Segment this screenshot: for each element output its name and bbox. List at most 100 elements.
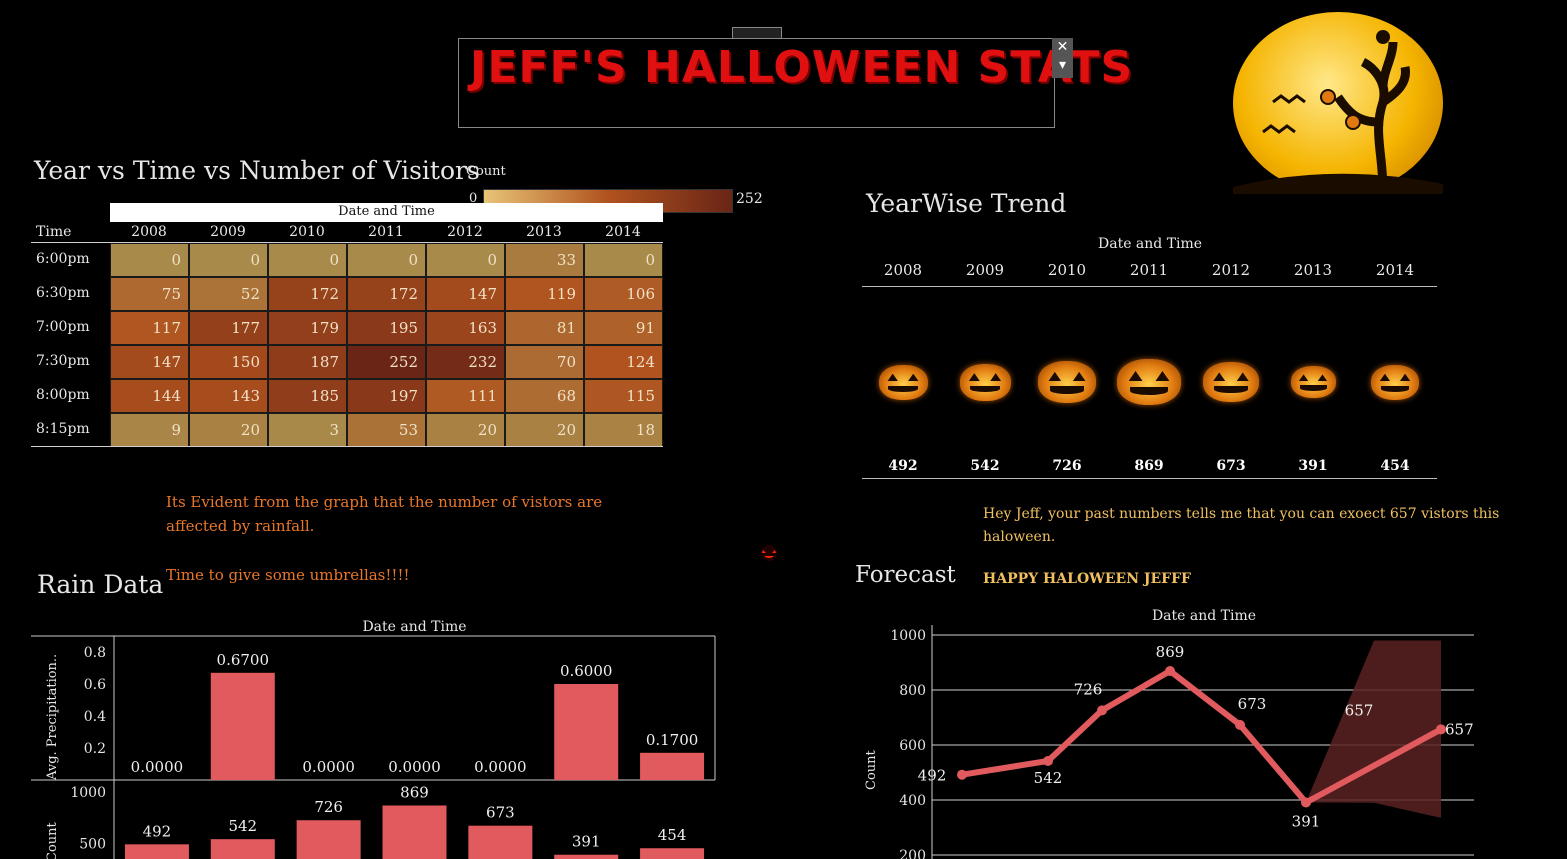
count-bar[interactable] [640,848,705,859]
line-point[interactable] [1097,705,1107,716]
rain-insight-note: Its Evident from the graph that the numb… [166,490,602,538]
heatmap-cell: 144 [110,379,189,413]
haunted-tree-icon [1233,30,1443,194]
pumpkin-icon [878,364,928,400]
heatmap-cell: 52 [189,277,268,311]
count-value-label: 492 [143,822,172,840]
count-bar[interactable] [554,854,619,859]
heatmap-cell: 143 [189,379,268,413]
heatmap-cell: 53 [347,413,426,447]
heatmap-cell: 185 [268,379,347,413]
heatmap-divider [31,446,663,447]
yearwise-value-label: 492 [888,458,918,474]
pumpkin-eye [1155,370,1170,382]
greeting-text: HAPPY HALOWEEN JEFFF [983,571,1191,587]
heatmap-cell: 9 [110,413,189,447]
heatmap-cell: 147 [426,277,505,311]
count-value-label: 391 [572,833,601,851]
pumpkin-eye [887,373,899,382]
precip-value-label: 0.0000 [388,758,441,776]
title-frame [458,38,1055,128]
line-point[interactable] [957,769,967,780]
heatmap-cell: 20 [189,413,268,447]
y-tick-label: 0.6 [84,677,106,693]
heatmap-cell: 195 [347,311,426,345]
rain-title: Rain Data [37,570,164,599]
heatmap-cell: 197 [347,379,426,413]
yearwise-axis-title: Date and Time [1098,236,1203,252]
yearwise-divider [862,286,1437,287]
y-tick-label: 0.8 [84,645,106,661]
point-value-label: 673 [1238,695,1267,713]
y-tick-label: 200 [899,848,926,859]
heatmap-time-label: 8:15pm [36,421,90,437]
y-axis-label: Count [45,821,60,859]
count-bar[interactable] [296,820,361,859]
pumpkin-icon [1038,361,1096,403]
legend-label: Count [466,164,506,179]
heatmap-title: Year vs Time vs Number of Visitors [34,156,480,185]
heatmap-cell: 0 [347,243,426,277]
precip-bar[interactable] [210,672,275,780]
pumpkin-eye [1128,370,1143,382]
y-tick-label: 1000 [70,785,106,801]
precip-bar[interactable] [640,752,705,780]
point-value-label: 492 [918,767,947,785]
heatmap-divider [31,242,663,243]
yearwise-year-label: 2013 [1293,261,1333,279]
heatmap-year-label: 2010 [289,224,325,240]
yearwise-divider [862,478,1437,479]
precip-value-label: 0.1700 [646,731,699,749]
heatmap-cell: 179 [268,311,347,345]
heatmap-cell: 18 [584,413,663,447]
heatmap-time-label: 6:00pm [36,251,90,267]
heatmap-cell: 150 [189,345,268,379]
count-bar[interactable] [382,805,447,859]
line-point[interactable] [1235,719,1245,730]
chevron-down-icon[interactable]: ▾ [1058,57,1067,73]
forecast-note: Hey Jeff, your past numbers tells me tha… [983,506,1500,545]
heatmap-cell: 119 [505,277,584,311]
heatmap-cell: 177 [189,311,268,345]
count-value-label: 869 [400,783,429,801]
yearwise-year-label: 2009 [965,261,1005,279]
close-icon[interactable]: ✕ [1056,39,1069,55]
count-bar[interactable] [124,844,189,859]
count-value-label: 454 [658,826,687,844]
precip-bar[interactable] [554,684,619,780]
legend-max: 252 [736,191,763,207]
heatmap-time-label: 7:30pm [36,353,90,369]
count-bar[interactable] [210,839,275,859]
heatmap-cell: 0 [268,243,347,277]
forecast-title: Forecast [855,562,956,588]
count-value-label: 726 [314,798,343,816]
dashboard-title: JEFF'S HALLOWEEN STATS [470,42,1134,93]
heatmap-cell: 20 [426,413,505,447]
forecast-end-label: 657 [1445,720,1474,738]
point-value-label: 869 [1156,643,1185,661]
heatmap-cell: 0 [189,243,268,277]
heatmap-cell: 111 [426,379,505,413]
heatmap-cell: 20 [505,413,584,447]
precip-value-label: 0.0000 [302,758,355,776]
line-point[interactable] [1436,724,1446,735]
line-point[interactable] [1165,666,1175,677]
title-controls[interactable]: ✕ ▾ [1052,38,1073,78]
y-tick-label: 0.4 [84,709,106,725]
pumpkin-eye [1048,371,1062,382]
count-bar[interactable] [468,825,533,859]
heatmap-axis-title: Date and Time [338,204,435,219]
pumpkin-eye [1213,372,1226,382]
heatmap-cell: 0 [426,243,505,277]
heatmap-row-header: Time [36,224,72,240]
heatmap-cell: 163 [426,311,505,345]
rain-bar-charts: Date and Time 0.8 0.6 0.4 0.2 Avg. Precipitat… [31,619,716,859]
yearwise-value-label: 726 [1052,458,1082,474]
heatmap-year-label: 2011 [368,224,404,240]
line-point[interactable] [1301,797,1311,808]
line-point[interactable] [1043,755,1053,766]
heatmap-cell: 115 [584,379,663,413]
heatmap-cell: 68 [505,379,584,413]
precip-value-label: 0.6700 [217,651,270,669]
heatmap-year-label: 2012 [447,224,483,240]
